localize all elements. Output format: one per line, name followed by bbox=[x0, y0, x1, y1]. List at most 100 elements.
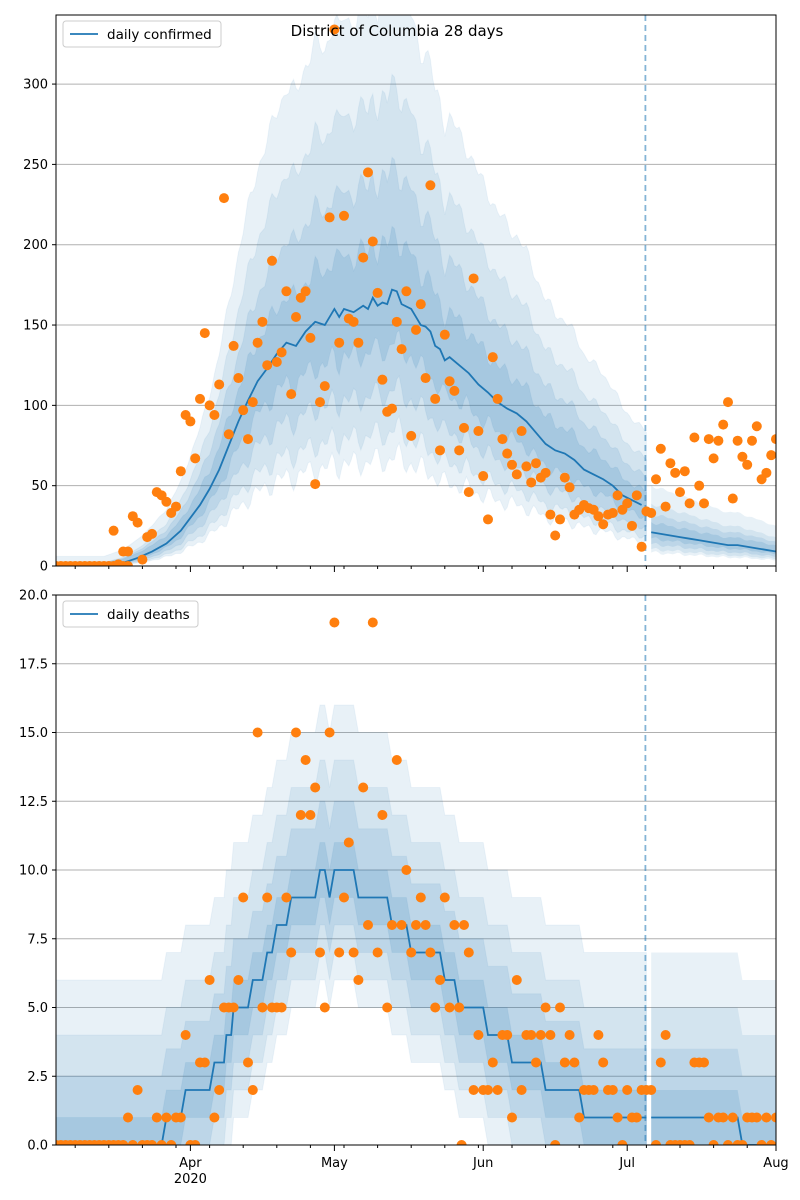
observed-point bbox=[631, 490, 642, 501]
observed-point bbox=[190, 453, 201, 464]
observed-point bbox=[449, 385, 460, 396]
observed-point bbox=[257, 1002, 268, 1013]
observed-point bbox=[415, 892, 426, 903]
observed-point bbox=[540, 1002, 551, 1013]
observed-point bbox=[718, 1112, 729, 1123]
observed-point bbox=[305, 810, 316, 820]
observed-point bbox=[315, 397, 325, 408]
observed-point bbox=[329, 617, 340, 628]
observed-point bbox=[415, 299, 426, 310]
observed-point bbox=[310, 782, 321, 793]
observed-point bbox=[502, 1030, 513, 1040]
plot-area bbox=[56, 15, 776, 566]
observed-point bbox=[252, 727, 263, 738]
observed-point bbox=[238, 405, 249, 416]
observed-point bbox=[483, 514, 493, 525]
observed-point bbox=[214, 1085, 225, 1095]
observed-point bbox=[281, 892, 292, 903]
observed-point bbox=[622, 498, 633, 509]
observed-point bbox=[228, 1002, 239, 1013]
y-tick-label: 7.5 bbox=[27, 932, 48, 947]
observed-point bbox=[430, 1002, 441, 1013]
observed-point bbox=[449, 920, 460, 930]
observed-point bbox=[531, 458, 541, 469]
observed-point bbox=[660, 1030, 671, 1040]
observed-point bbox=[329, 24, 340, 35]
observed-point bbox=[348, 316, 359, 327]
observed-point bbox=[377, 374, 388, 385]
observed-point bbox=[444, 376, 455, 387]
observed-point bbox=[199, 1057, 210, 1068]
x-tick-label: May bbox=[321, 1156, 348, 1171]
observed-point bbox=[353, 975, 364, 985]
observed-point bbox=[771, 434, 776, 445]
observed-point bbox=[540, 467, 551, 478]
observed-point bbox=[319, 1002, 330, 1013]
observed-point bbox=[430, 393, 441, 404]
observed-point bbox=[238, 892, 249, 903]
observed-point bbox=[219, 193, 229, 204]
observed-point bbox=[324, 212, 335, 223]
y-tick-label: 12.5 bbox=[19, 795, 48, 810]
observed-point bbox=[660, 501, 671, 512]
observed-point bbox=[243, 434, 253, 445]
observed-point bbox=[319, 381, 330, 392]
observed-point bbox=[291, 312, 301, 323]
observed-point bbox=[679, 466, 690, 477]
observed-point bbox=[598, 1057, 609, 1068]
observed-point bbox=[535, 1030, 546, 1040]
observed-point bbox=[343, 837, 354, 848]
observed-point bbox=[166, 1140, 177, 1145]
observed-point bbox=[516, 1085, 527, 1095]
observed-point bbox=[209, 409, 220, 420]
observed-point bbox=[636, 541, 647, 552]
observed-point bbox=[531, 1057, 541, 1068]
observed-point bbox=[262, 892, 273, 903]
observed-point bbox=[387, 920, 397, 930]
observed-point bbox=[339, 892, 349, 903]
observed-point bbox=[199, 328, 210, 339]
y-tick-label: 300 bbox=[23, 78, 48, 93]
observed-point bbox=[564, 482, 575, 493]
observed-point bbox=[353, 337, 364, 348]
observed-point bbox=[425, 947, 436, 958]
observed-point bbox=[622, 1085, 633, 1095]
observed-point bbox=[593, 1030, 604, 1040]
observed-point bbox=[617, 1140, 628, 1145]
legend-label: daily confirmed bbox=[107, 27, 212, 43]
observed-point bbox=[627, 520, 637, 531]
observed-point bbox=[204, 975, 215, 985]
observed-point bbox=[492, 393, 503, 404]
observed-point bbox=[156, 1140, 167, 1145]
x-tick-label: Apr bbox=[179, 1156, 202, 1171]
observed-point bbox=[123, 561, 133, 566]
observed-point bbox=[406, 430, 417, 441]
x-tick-label: Jul bbox=[618, 1156, 635, 1171]
y-tick-label: 100 bbox=[23, 399, 48, 414]
observed-point bbox=[396, 344, 407, 355]
observed-point bbox=[598, 519, 609, 530]
observed-point bbox=[348, 947, 359, 958]
y-tick-label: 2.5 bbox=[27, 1070, 48, 1085]
observed-point bbox=[727, 1112, 738, 1123]
observed-point bbox=[363, 920, 373, 930]
observed-point bbox=[420, 373, 431, 384]
y-tick-label: 0 bbox=[40, 560, 48, 575]
observed-point bbox=[502, 448, 513, 459]
observed-point bbox=[723, 1140, 733, 1145]
observed-point bbox=[651, 1140, 661, 1145]
observed-point bbox=[468, 1085, 479, 1095]
observed-point bbox=[358, 252, 369, 263]
observed-point bbox=[377, 810, 388, 820]
observed-point bbox=[161, 496, 172, 507]
observed-point bbox=[651, 474, 661, 485]
observed-point bbox=[300, 286, 311, 297]
observed-point bbox=[708, 1140, 719, 1145]
observed-point bbox=[569, 1057, 580, 1068]
observed-point bbox=[190, 1140, 201, 1145]
observed-point bbox=[675, 487, 685, 498]
observed-point bbox=[228, 340, 239, 351]
observed-point bbox=[305, 332, 316, 343]
observed-point bbox=[766, 450, 776, 461]
observed-point bbox=[315, 947, 325, 958]
